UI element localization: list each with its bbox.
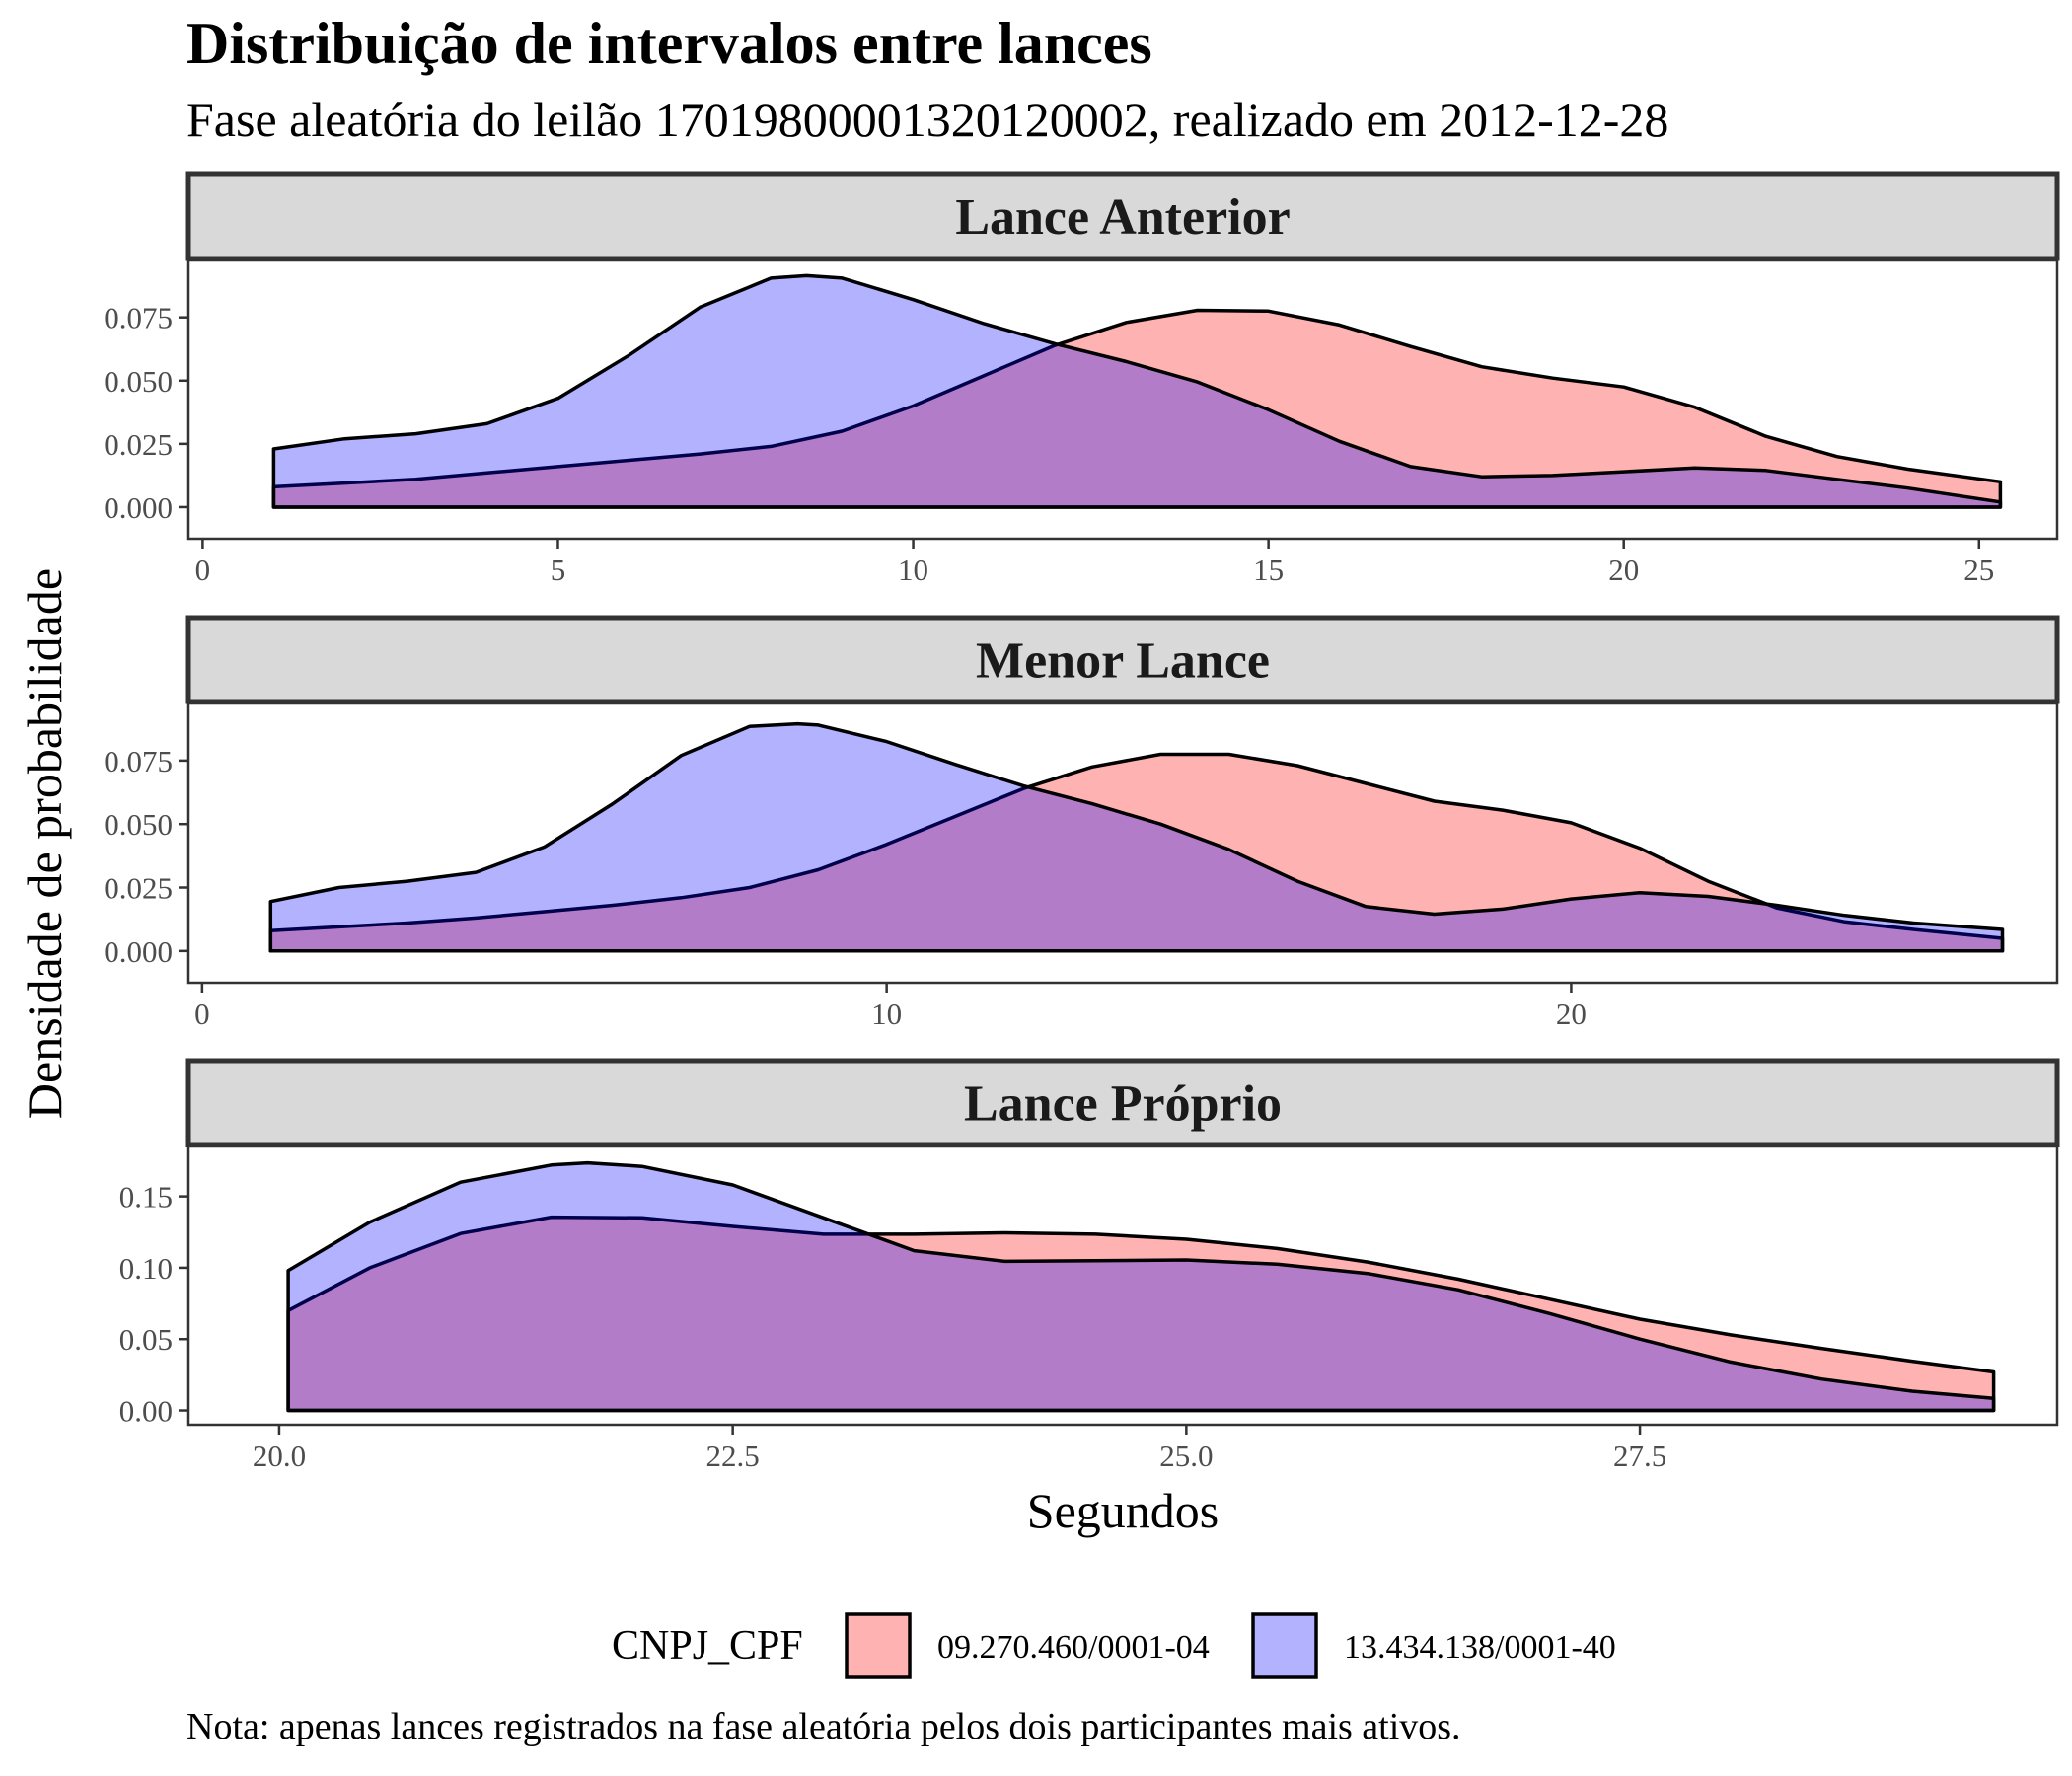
- panel-border: [186, 702, 2059, 985]
- density-area: [271, 308, 2003, 509]
- y-tick-label: 0.025: [104, 427, 173, 462]
- y-tick-label: 0.050: [104, 364, 173, 399]
- plot-background: [188, 1147, 2057, 1425]
- x-tick-label: 25.0: [1159, 1439, 1213, 1473]
- density-area: [271, 273, 2003, 509]
- y-tick-label: 0.05: [119, 1322, 173, 1357]
- y-axis-title: Densidade de probabilidade: [17, 568, 72, 1119]
- legend-label: 09.270.460/0001-04: [937, 1629, 1210, 1665]
- x-tick-label: 15: [1253, 553, 1284, 587]
- facet-strip: [185, 615, 2060, 704]
- x-axis-title: Segundos: [1027, 1483, 1219, 1538]
- x-tick-label: 5: [551, 553, 566, 587]
- panel-border: [186, 1145, 2059, 1427]
- plot-background: [188, 260, 2057, 539]
- y-tick-label: 0.050: [104, 807, 173, 842]
- chart-caption: Nota: apenas lances registrados na fase …: [186, 1706, 1461, 1747]
- facet-strip-label: Lance Próprio: [964, 1076, 1282, 1133]
- legend-label: 13.434.138/0001-40: [1344, 1629, 1616, 1665]
- plot-background: [188, 703, 2057, 983]
- x-tick-label: 22.5: [706, 1439, 760, 1473]
- x-tick-label: 25: [1963, 553, 1994, 587]
- y-tick-label: 0.10: [119, 1251, 173, 1286]
- legend-title: CNPJ_CPF: [612, 1623, 803, 1668]
- chart-subtitle: Fase aleatória do leilão 170198000013201…: [186, 92, 1669, 147]
- panel-border: [186, 259, 2059, 541]
- legend: CNPJ_CPF 09.270.460/0001-04 13.434.138/000…: [612, 1612, 1616, 1679]
- y-tick-label: 0.15: [119, 1180, 173, 1215]
- x-tick-label: 10: [898, 553, 928, 587]
- facet-panel: Lance Anterior 0.000 0.025 0.050 0.075 0 5 10 15…: [104, 171, 2060, 587]
- x-tick-label: 27.5: [1613, 1439, 1666, 1473]
- density-area: [268, 752, 2005, 953]
- density-area: [286, 1160, 1996, 1413]
- y-tick-label: 0.00: [119, 1394, 173, 1429]
- x-tick-label: 0: [194, 997, 210, 1031]
- legend-key: [845, 1612, 912, 1679]
- y-tick-label: 0.000: [104, 934, 173, 969]
- x-tick-label: 10: [871, 997, 902, 1031]
- density-area: [286, 1215, 1996, 1413]
- x-tick-label: 20: [1556, 997, 1587, 1031]
- y-tick-label: 0.025: [104, 871, 173, 906]
- facet-panel: Menor Lance 0.000 0.025 0.050 0.075 0 10 20: [104, 615, 2060, 1031]
- chart-title: Distribuição de intervalos entre lances: [186, 11, 1152, 76]
- facet-strip: [185, 171, 2060, 261]
- x-tick-label: 20.0: [253, 1439, 306, 1473]
- legend-key: [1251, 1612, 1318, 1679]
- facet-strip: [185, 1058, 2060, 1147]
- y-tick-label: 0.075: [104, 744, 173, 778]
- y-tick-label: 0.075: [104, 301, 173, 335]
- x-tick-label: 0: [195, 553, 211, 587]
- x-tick-label: 20: [1608, 553, 1639, 587]
- facet-strip-label: Lance Anterior: [955, 189, 1290, 246]
- y-tick-label: 0.000: [104, 490, 173, 525]
- facet-panel: Lance Próprio 0.00 0.05 0.10 0.15 20.0 22.5 25.…: [119, 1058, 2060, 1473]
- density-area: [268, 721, 2005, 953]
- facet-strip-label: Menor Lance: [976, 633, 1270, 690]
